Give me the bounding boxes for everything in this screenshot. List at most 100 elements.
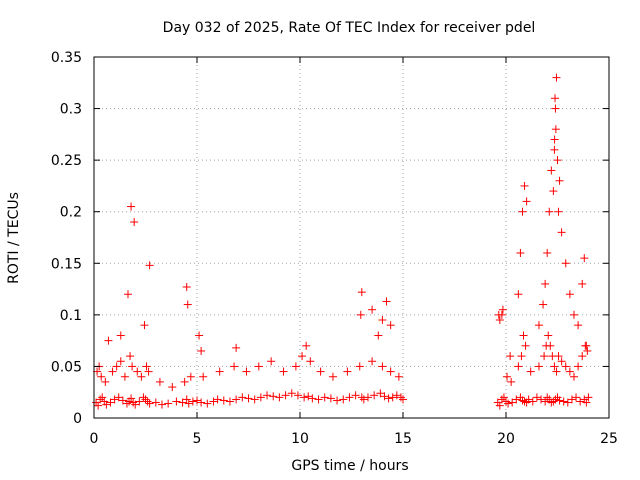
x-tick-label: 20: [497, 431, 515, 447]
data-point: [363, 393, 372, 402]
data-point: [157, 400, 166, 409]
data-point: [275, 393, 284, 402]
data-point: [553, 156, 562, 165]
data-point: [545, 207, 554, 216]
data-point: [122, 399, 131, 408]
data-point: [524, 395, 533, 404]
data-point: [328, 372, 337, 381]
y-tick-label: 0.15: [51, 256, 82, 272]
data-point: [127, 394, 136, 403]
data-point: [518, 207, 527, 216]
data-point: [209, 397, 218, 406]
x-tick-label: 5: [193, 431, 202, 447]
data-point: [242, 367, 251, 376]
data-point: [140, 321, 149, 330]
data-point: [143, 397, 152, 406]
data-point: [394, 372, 403, 381]
data-point: [225, 397, 234, 406]
y-ticks: 0 0.05 0.1 0.15 0.2 0.25 0.3 0.35: [51, 50, 609, 427]
data-points: [92, 73, 593, 410]
data-point: [182, 395, 191, 404]
data-point: [396, 393, 405, 402]
data-point: [547, 398, 556, 407]
data-point: [203, 399, 212, 408]
data-point: [516, 248, 525, 257]
data-point: [129, 398, 138, 407]
plot-frame: [93, 56, 610, 419]
data-point: [541, 279, 550, 288]
data-point: [118, 396, 127, 405]
chart-title: Day 032 of 2025, Rate Of TEC Index for r…: [163, 20, 536, 36]
data-point: [339, 395, 348, 404]
data-point: [557, 228, 566, 237]
data-point: [392, 391, 401, 400]
data-point: [497, 310, 506, 319]
data-point: [526, 367, 535, 376]
data-point: [142, 362, 151, 371]
data-point: [370, 391, 379, 400]
data-point: [269, 392, 278, 401]
data-point: [541, 397, 550, 406]
data-point: [137, 372, 146, 381]
data-point: [219, 396, 228, 405]
data-point: [197, 346, 206, 355]
data-point: [94, 401, 103, 410]
data-point: [197, 398, 206, 407]
grid-lines: [94, 57, 609, 418]
data-point: [112, 362, 121, 371]
data-point: [555, 176, 564, 185]
x-axis-label: GPS time / hours: [291, 458, 408, 474]
y-tick-label: 0.3: [60, 102, 82, 118]
data-point: [495, 401, 504, 410]
data-point: [537, 395, 546, 404]
data-point: [561, 259, 570, 268]
data-point: [569, 310, 578, 319]
y-tick-label: 0.2: [60, 205, 82, 221]
data-point: [534, 321, 543, 330]
data-point: [502, 397, 510, 406]
data-point: [193, 396, 201, 405]
data-point: [514, 362, 523, 371]
data-point: [551, 94, 560, 103]
data-point: [127, 202, 136, 211]
data-point: [304, 392, 313, 401]
y-tick-label: 0.25: [51, 153, 82, 169]
data-point: [145, 399, 154, 408]
data-point: [188, 397, 197, 406]
data-point: [550, 362, 559, 371]
data-point: [543, 248, 552, 257]
data-point: [300, 393, 309, 402]
data-point: [130, 218, 139, 227]
data-point: [504, 399, 513, 408]
data-point: [168, 383, 177, 392]
data-point: [356, 310, 365, 319]
data-point: [357, 288, 366, 297]
y-axis-label: ROTI / TECUs: [6, 192, 22, 284]
data-point: [106, 398, 115, 407]
data-point: [512, 395, 521, 404]
data-point: [551, 125, 560, 134]
data-point: [549, 187, 558, 196]
data-point: [359, 395, 368, 404]
data-point: [120, 372, 129, 381]
data-point: [495, 316, 504, 325]
data-point: [574, 321, 583, 330]
data-point: [554, 352, 563, 361]
data-point: [583, 346, 592, 355]
data-point: [572, 393, 581, 402]
data-point: [386, 321, 395, 330]
data-point: [565, 290, 574, 299]
data-point: [230, 362, 239, 371]
data-point: [139, 393, 148, 402]
data-point: [569, 372, 578, 381]
data-point: [116, 331, 125, 340]
data-point: [546, 341, 555, 350]
x-tick-label: 0: [90, 431, 99, 447]
data-point: [254, 362, 263, 371]
data-point: [574, 362, 583, 371]
data-point: [316, 367, 325, 376]
data-point: [215, 367, 224, 376]
data-point: [520, 181, 529, 190]
data-point: [184, 399, 193, 408]
data-point: [580, 254, 589, 263]
